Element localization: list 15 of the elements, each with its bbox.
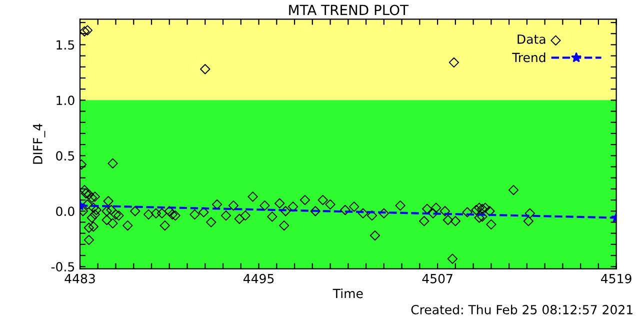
text: Created: Thu Feb 25 08:12:57 2021 — [411, 304, 632, 314]
legend-label: Data — [518, 34, 546, 44]
x-tick-label: 4495 — [243, 274, 274, 284]
y-tick-label: 0.5 — [56, 151, 74, 161]
x-tick-label: 4519 — [601, 274, 632, 284]
x-tick-label: 4507 — [422, 274, 452, 284]
y-tick-label: 1.5 — [56, 40, 74, 50]
chart-title: MTA TREND PLOT — [289, 4, 409, 16]
y-axis-title: DIFF_4 — [33, 124, 46, 164]
y-tick-label: 1.0 — [56, 96, 74, 106]
y-tick-label: -0.5 — [51, 262, 74, 272]
x-tick-label: 4483 — [64, 274, 95, 284]
legend-label: Trend — [512, 52, 546, 62]
y-tick-label: 0.0 — [56, 206, 74, 216]
x-axis-title: Time — [332, 288, 363, 298]
